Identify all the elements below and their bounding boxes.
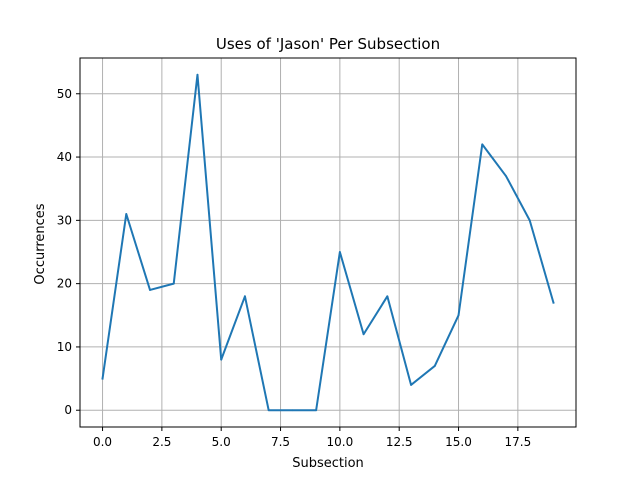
- y-tick-label: 40: [57, 150, 72, 164]
- y-tick-label: 10: [57, 340, 72, 354]
- x-tick-label: 12.5: [386, 435, 413, 449]
- series-line: [101, 73, 555, 412]
- x-tick-label: 10.0: [327, 435, 354, 449]
- chart-title: Uses of 'Jason' Per Subsection: [216, 35, 440, 53]
- y-tick-label: 20: [57, 277, 72, 291]
- x-tick-label: 0.0: [93, 435, 112, 449]
- data-point: [528, 219, 531, 222]
- y-axis-ticks: 0 10 20 30 40 50: [57, 87, 80, 417]
- data-point: [338, 251, 341, 253]
- data-point: [386, 295, 389, 298]
- data-point: [362, 333, 365, 336]
- x-tick-label: 5.0: [212, 435, 231, 449]
- x-tick-label: 2.5: [152, 435, 171, 449]
- data-point: [244, 295, 246, 298]
- data-point: [267, 409, 270, 412]
- data-point: [101, 377, 104, 380]
- series-layer: [101, 73, 555, 412]
- plot-area-frame: [79, 57, 577, 428]
- y-tick-label: 30: [57, 213, 72, 227]
- y-tick-label: 0: [64, 403, 72, 417]
- x-tick-label: 15.0: [445, 435, 472, 449]
- x-tick-label: 7.5: [271, 435, 290, 449]
- x-tick-label: 17.5: [504, 435, 531, 449]
- x-axis-label: Subsection: [292, 456, 364, 471]
- data-point: [433, 365, 436, 367]
- data-point: [172, 282, 175, 285]
- data-point: [125, 213, 128, 215]
- data-point: [315, 409, 318, 412]
- data-point: [291, 409, 294, 412]
- y-axis-label: Occurrences: [33, 203, 48, 284]
- data-point: [481, 143, 484, 146]
- grid-lines: [80, 58, 576, 427]
- data-point: [552, 301, 555, 304]
- y-tick-label: 50: [57, 87, 72, 101]
- data-point: [196, 73, 199, 76]
- data-point: [220, 358, 223, 361]
- data-point: [457, 314, 460, 317]
- data-point: [149, 289, 151, 291]
- data-point: [505, 175, 507, 177]
- x-axis-ticks: 0.0 2.5 5.0 7.5 10.0 12.5 15.0 17.5: [93, 427, 531, 449]
- data-point: [410, 384, 412, 386]
